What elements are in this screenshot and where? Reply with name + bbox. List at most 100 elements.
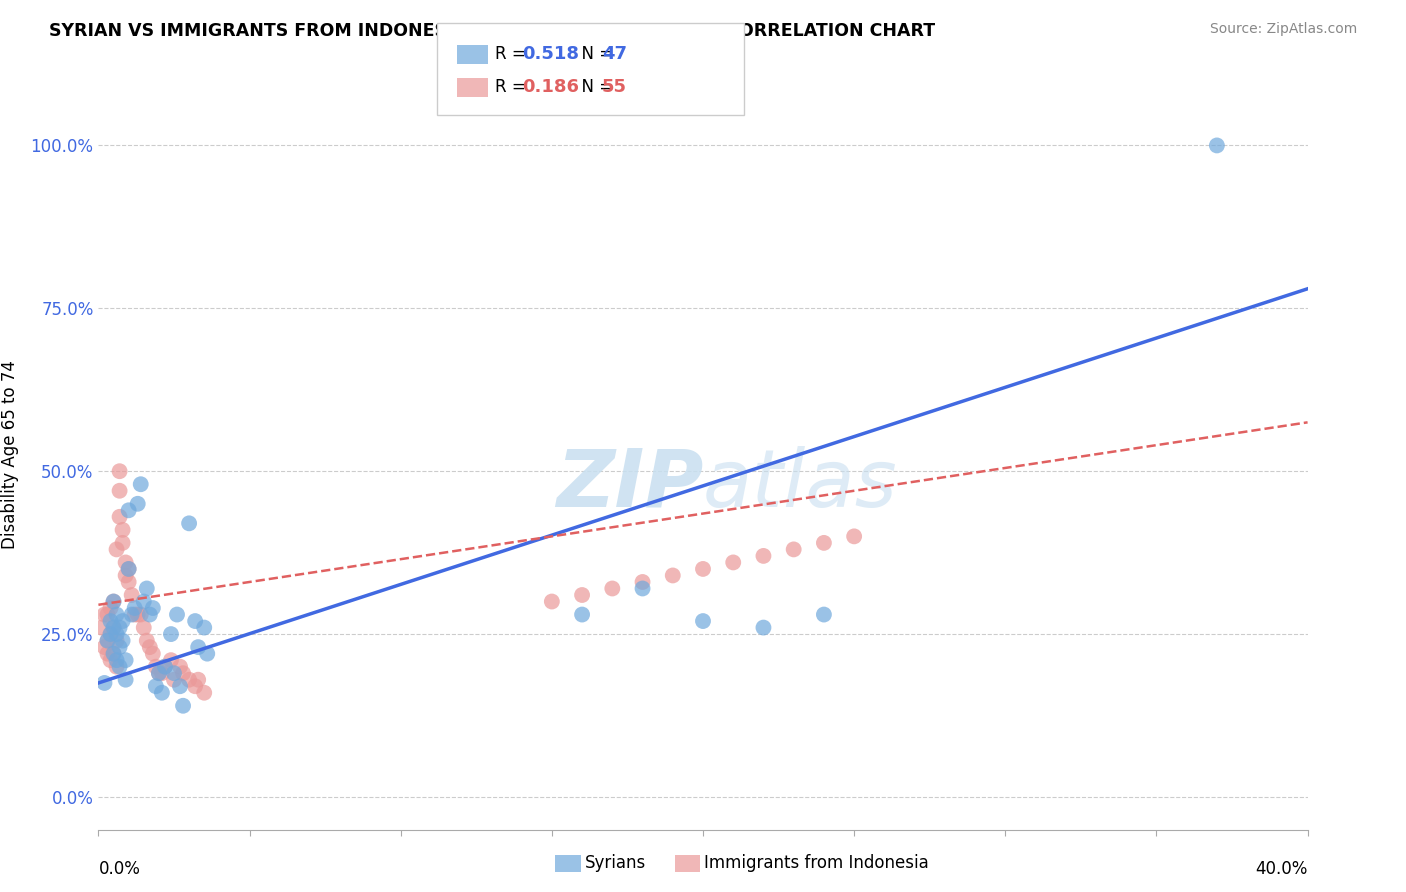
Text: ZIP: ZIP (555, 446, 703, 524)
Text: R =: R = (495, 45, 531, 63)
Point (100, 627, 122, 641)
Point (90, 621, 112, 635)
Point (111, 536, 134, 550)
Point (602, 582, 624, 596)
Point (166, 607, 188, 622)
Point (169, 659, 191, 673)
Point (135, 582, 157, 596)
Point (148, 666, 170, 681)
Point (108, 464, 131, 478)
Point (105, 659, 128, 673)
Point (195, 647, 218, 661)
Point (105, 633, 128, 648)
Text: 55: 55 (602, 78, 627, 96)
Point (723, 556, 745, 570)
Point (752, 549, 775, 563)
Point (752, 621, 775, 635)
Point (150, 686, 173, 700)
Point (93, 676, 115, 690)
Point (145, 659, 167, 673)
Point (153, 659, 176, 673)
Point (540, 594, 562, 608)
Point (111, 614, 134, 628)
Point (105, 653, 128, 667)
Point (150, 666, 173, 681)
Point (813, 536, 835, 550)
Point (100, 614, 122, 628)
Point (121, 607, 143, 622)
Point (103, 621, 125, 635)
Point (163, 673, 186, 687)
Text: SYRIAN VS IMMIGRANTS FROM INDONESIA DISABILITY AGE 65 TO 74 CORRELATION CHART: SYRIAN VS IMMIGRANTS FROM INDONESIA DISA… (49, 22, 935, 40)
Point (148, 666, 170, 681)
Point (783, 542, 806, 557)
Point (142, 647, 165, 661)
Point (121, 588, 143, 602)
Point (631, 582, 654, 596)
Point (124, 607, 146, 622)
Point (179, 673, 201, 687)
Point (145, 679, 167, 693)
Text: 0.0%: 0.0% (98, 860, 141, 878)
Point (571, 588, 593, 602)
Text: 0.518: 0.518 (522, 45, 579, 63)
Point (661, 568, 683, 582)
Point (118, 562, 141, 576)
Point (135, 633, 157, 648)
Point (96, 607, 118, 622)
Text: R =: R = (495, 78, 531, 96)
Point (692, 614, 714, 628)
Point (114, 653, 136, 667)
Text: Source: ZipAtlas.com: Source: ZipAtlas.com (1209, 22, 1357, 37)
Point (103, 647, 125, 661)
Point (172, 666, 194, 681)
Point (124, 601, 146, 615)
Point (153, 659, 176, 673)
Point (114, 673, 136, 687)
Point (103, 594, 125, 608)
Text: Syrians: Syrians (585, 855, 647, 872)
Point (1206, 138, 1229, 153)
Point (132, 594, 155, 608)
Point (108, 659, 131, 673)
Point (169, 679, 191, 693)
Text: N =: N = (571, 45, 619, 63)
Point (127, 497, 149, 511)
Point (179, 516, 201, 531)
Point (142, 601, 165, 615)
Point (114, 568, 136, 582)
Point (96, 633, 118, 648)
Point (139, 607, 162, 622)
Point (105, 627, 128, 641)
Point (105, 607, 128, 622)
Point (100, 653, 122, 667)
Point (103, 594, 125, 608)
Point (193, 621, 215, 635)
Text: 47: 47 (602, 45, 627, 63)
Point (108, 621, 131, 635)
Point (105, 542, 128, 557)
Point (160, 627, 183, 641)
Point (127, 607, 149, 622)
Point (571, 607, 593, 622)
Point (129, 607, 152, 622)
Point (129, 477, 152, 491)
Point (93, 607, 115, 622)
Point (187, 640, 209, 654)
Point (108, 640, 131, 654)
Text: atlas: atlas (703, 446, 898, 524)
Text: 40.0%: 40.0% (1256, 860, 1308, 878)
Point (187, 673, 209, 687)
Point (108, 509, 131, 524)
Point (100, 627, 122, 641)
Point (118, 562, 141, 576)
Point (103, 647, 125, 661)
Point (631, 574, 654, 589)
Point (111, 523, 134, 537)
Point (172, 698, 194, 713)
Point (100, 601, 122, 615)
Point (844, 529, 866, 543)
Point (108, 483, 131, 498)
Point (160, 653, 183, 667)
Point (184, 679, 207, 693)
